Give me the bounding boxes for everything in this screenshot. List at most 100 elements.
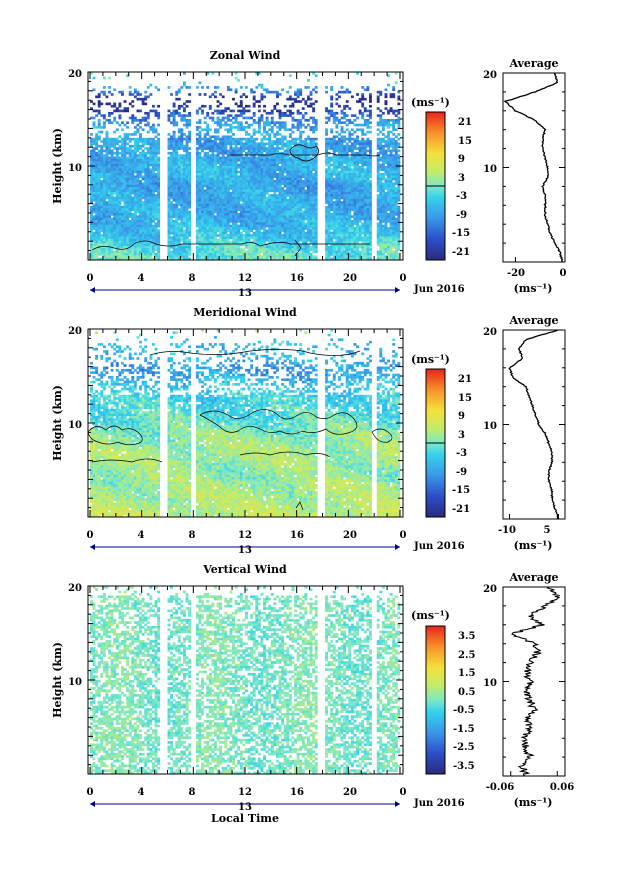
heatmap-cell: [149, 151, 153, 155]
heatmap-cell: [100, 215, 104, 218]
heatmap-cell: [123, 140, 127, 143]
heatmap-cell: [208, 173, 212, 176]
heatmap-cell: [128, 173, 132, 176]
heatmap-cell: [312, 205, 316, 209]
heatmap-cell: [268, 243, 272, 247]
heatmap-cell: [219, 203, 223, 207]
heatmap-cell: [309, 238, 313, 242]
heatmap-cell: [136, 245, 140, 249]
heatmap-cell: [278, 229, 282, 233]
heatmap-cell: [183, 217, 186, 221]
heatmap-cell: [304, 161, 308, 164]
heatmap-cell: [255, 189, 259, 193]
heatmap-cell: [126, 236, 130, 240]
heatmap-cell: [283, 163, 287, 167]
heatmap-cell: [139, 140, 142, 143]
heatmap-cell: [141, 151, 145, 155]
heatmap-cell: [239, 213, 243, 216]
heatmap-cell: [152, 250, 155, 254]
heatmap-cell: [175, 97, 179, 101]
heatmap-cell: [183, 250, 186, 254]
heatmap-cell: [312, 227, 316, 230]
heatmap-cell: [188, 196, 192, 200]
heatmap-cell: [252, 144, 256, 148]
heatmap-cell: [252, 201, 256, 204]
heatmap-cell: [226, 175, 230, 179]
heatmap-cell: [144, 182, 148, 186]
heatmap-cell: [255, 224, 259, 228]
heatmap-cell: [115, 222, 119, 226]
heatmap-cell: [312, 182, 316, 186]
heatmap-cell: [234, 238, 238, 242]
heatmap-cell: [139, 236, 142, 240]
heatmap-cell: [177, 90, 181, 94]
heatmap-cell: [327, 168, 331, 171]
heatmap-cell: [232, 198, 235, 202]
heatmap-cell: [265, 248, 269, 251]
heatmap-cell: [95, 166, 99, 169]
heatmap-cell: [307, 217, 310, 221]
heatmap-cell: [263, 104, 266, 108]
heatmap-cell: [118, 194, 122, 197]
heatmap-cell: [167, 217, 171, 221]
heatmap-cell: [203, 224, 207, 228]
heatmap-cell: [118, 255, 122, 258]
heatmap-cell: [250, 227, 254, 230]
heatmap-cell: [214, 130, 217, 134]
heatmap-cell: [234, 227, 238, 230]
heatmap-cell: [201, 161, 204, 164]
heatmap-cell: [332, 248, 336, 251]
heatmap-cell: [252, 224, 256, 228]
heatmap-cell: [301, 252, 305, 256]
heatmap-cell: [312, 116, 316, 120]
heatmap-cell: [126, 180, 130, 183]
heatmap-cell: [286, 154, 290, 157]
heatmap-cell: [239, 156, 243, 160]
heatmap-cell: [270, 151, 274, 155]
heatmap-cell: [198, 154, 202, 157]
heatmap-cell: [278, 213, 282, 216]
heatmap-cell: [128, 194, 132, 197]
heatmap-cell: [296, 229, 300, 233]
heatmap-cell: [92, 126, 96, 129]
heatmap-cell: [105, 95, 109, 99]
heatmap-cell: [281, 88, 285, 92]
heatmap-cell: [185, 119, 189, 122]
heatmap-cell: [224, 140, 228, 143]
heatmap-cell: [149, 194, 153, 197]
heatmap-cell: [219, 147, 223, 150]
heatmap-cell: [115, 107, 119, 110]
heatmap-cell: [172, 210, 176, 214]
heatmap-cell: [257, 126, 261, 129]
heatmap-cell: [206, 196, 210, 200]
heatmap-cell: [291, 147, 295, 150]
heatmap-cell: [291, 111, 295, 115]
heatmap-cell: [108, 175, 111, 179]
heatmap-cell: [294, 161, 297, 164]
heatmap-cell: [260, 213, 264, 216]
heatmap-cell: [219, 205, 223, 209]
heatmap-cell: [102, 187, 106, 190]
heatmap-cell: [95, 198, 99, 202]
heatmap-cell: [177, 128, 181, 132]
heatmap-cell: [157, 241, 161, 244]
heatmap-cell: [211, 191, 215, 195]
heatmap-cell: [286, 201, 290, 204]
heatmap-cell: [97, 170, 101, 174]
heatmap-cell: [115, 234, 119, 237]
heatmap-cell: [314, 86, 318, 89]
heatmap-cell: [226, 241, 230, 244]
heatmap-cell: [195, 184, 199, 188]
heatmap-cell: [167, 220, 171, 223]
heatmap-cell: [211, 180, 215, 183]
heatmap-cell: [90, 241, 93, 244]
heatmap-cell: [314, 257, 318, 261]
heatmap-cell: [242, 175, 246, 179]
heatmap-cell: [95, 140, 99, 143]
heatmap-cell: [286, 163, 290, 167]
heatmap-cell: [307, 137, 310, 141]
heatmap-cell: [141, 191, 145, 195]
heatmap-cell: [232, 140, 235, 143]
heatmap-cell: [118, 189, 122, 193]
heatmap-cell: [265, 151, 269, 155]
